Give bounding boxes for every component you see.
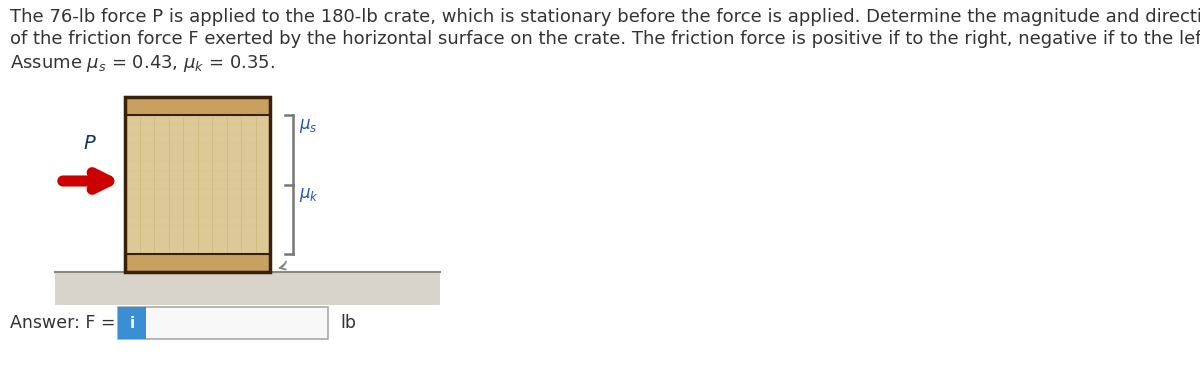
Bar — [125, 97, 270, 272]
Bar — [118, 307, 146, 339]
Text: i: i — [130, 315, 134, 330]
Text: The 76-lb force P is applied to the 180-lb crate, which is stationary before the: The 76-lb force P is applied to the 180-… — [10, 8, 1200, 26]
Bar — [125, 97, 270, 272]
Text: Answer: F =: Answer: F = — [10, 314, 121, 332]
Text: lb: lb — [340, 314, 356, 332]
Text: Assume $\mu_s$ = 0.43, $\mu_k$ = 0.35.: Assume $\mu_s$ = 0.43, $\mu_k$ = 0.35. — [10, 53, 275, 74]
Bar — [125, 254, 270, 272]
Bar — [55, 272, 440, 305]
Text: of the friction force F exerted by the horizontal surface on the crate. The fric: of the friction force F exerted by the h… — [10, 30, 1200, 48]
Bar — [125, 97, 270, 115]
Text: $\mu_s$: $\mu_s$ — [299, 117, 318, 135]
Text: $\mu_k$: $\mu_k$ — [299, 187, 319, 204]
Bar — [118, 307, 328, 339]
Text: $P$: $P$ — [83, 134, 97, 153]
FancyArrowPatch shape — [280, 262, 286, 269]
